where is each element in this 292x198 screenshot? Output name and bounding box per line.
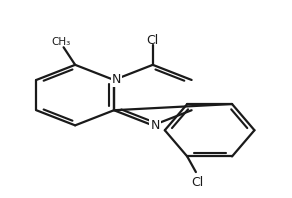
Text: N: N bbox=[112, 73, 121, 87]
Text: N: N bbox=[150, 119, 160, 132]
Text: Cl: Cl bbox=[147, 34, 159, 47]
Text: Cl: Cl bbox=[191, 176, 204, 189]
Text: CH₃: CH₃ bbox=[51, 37, 70, 47]
